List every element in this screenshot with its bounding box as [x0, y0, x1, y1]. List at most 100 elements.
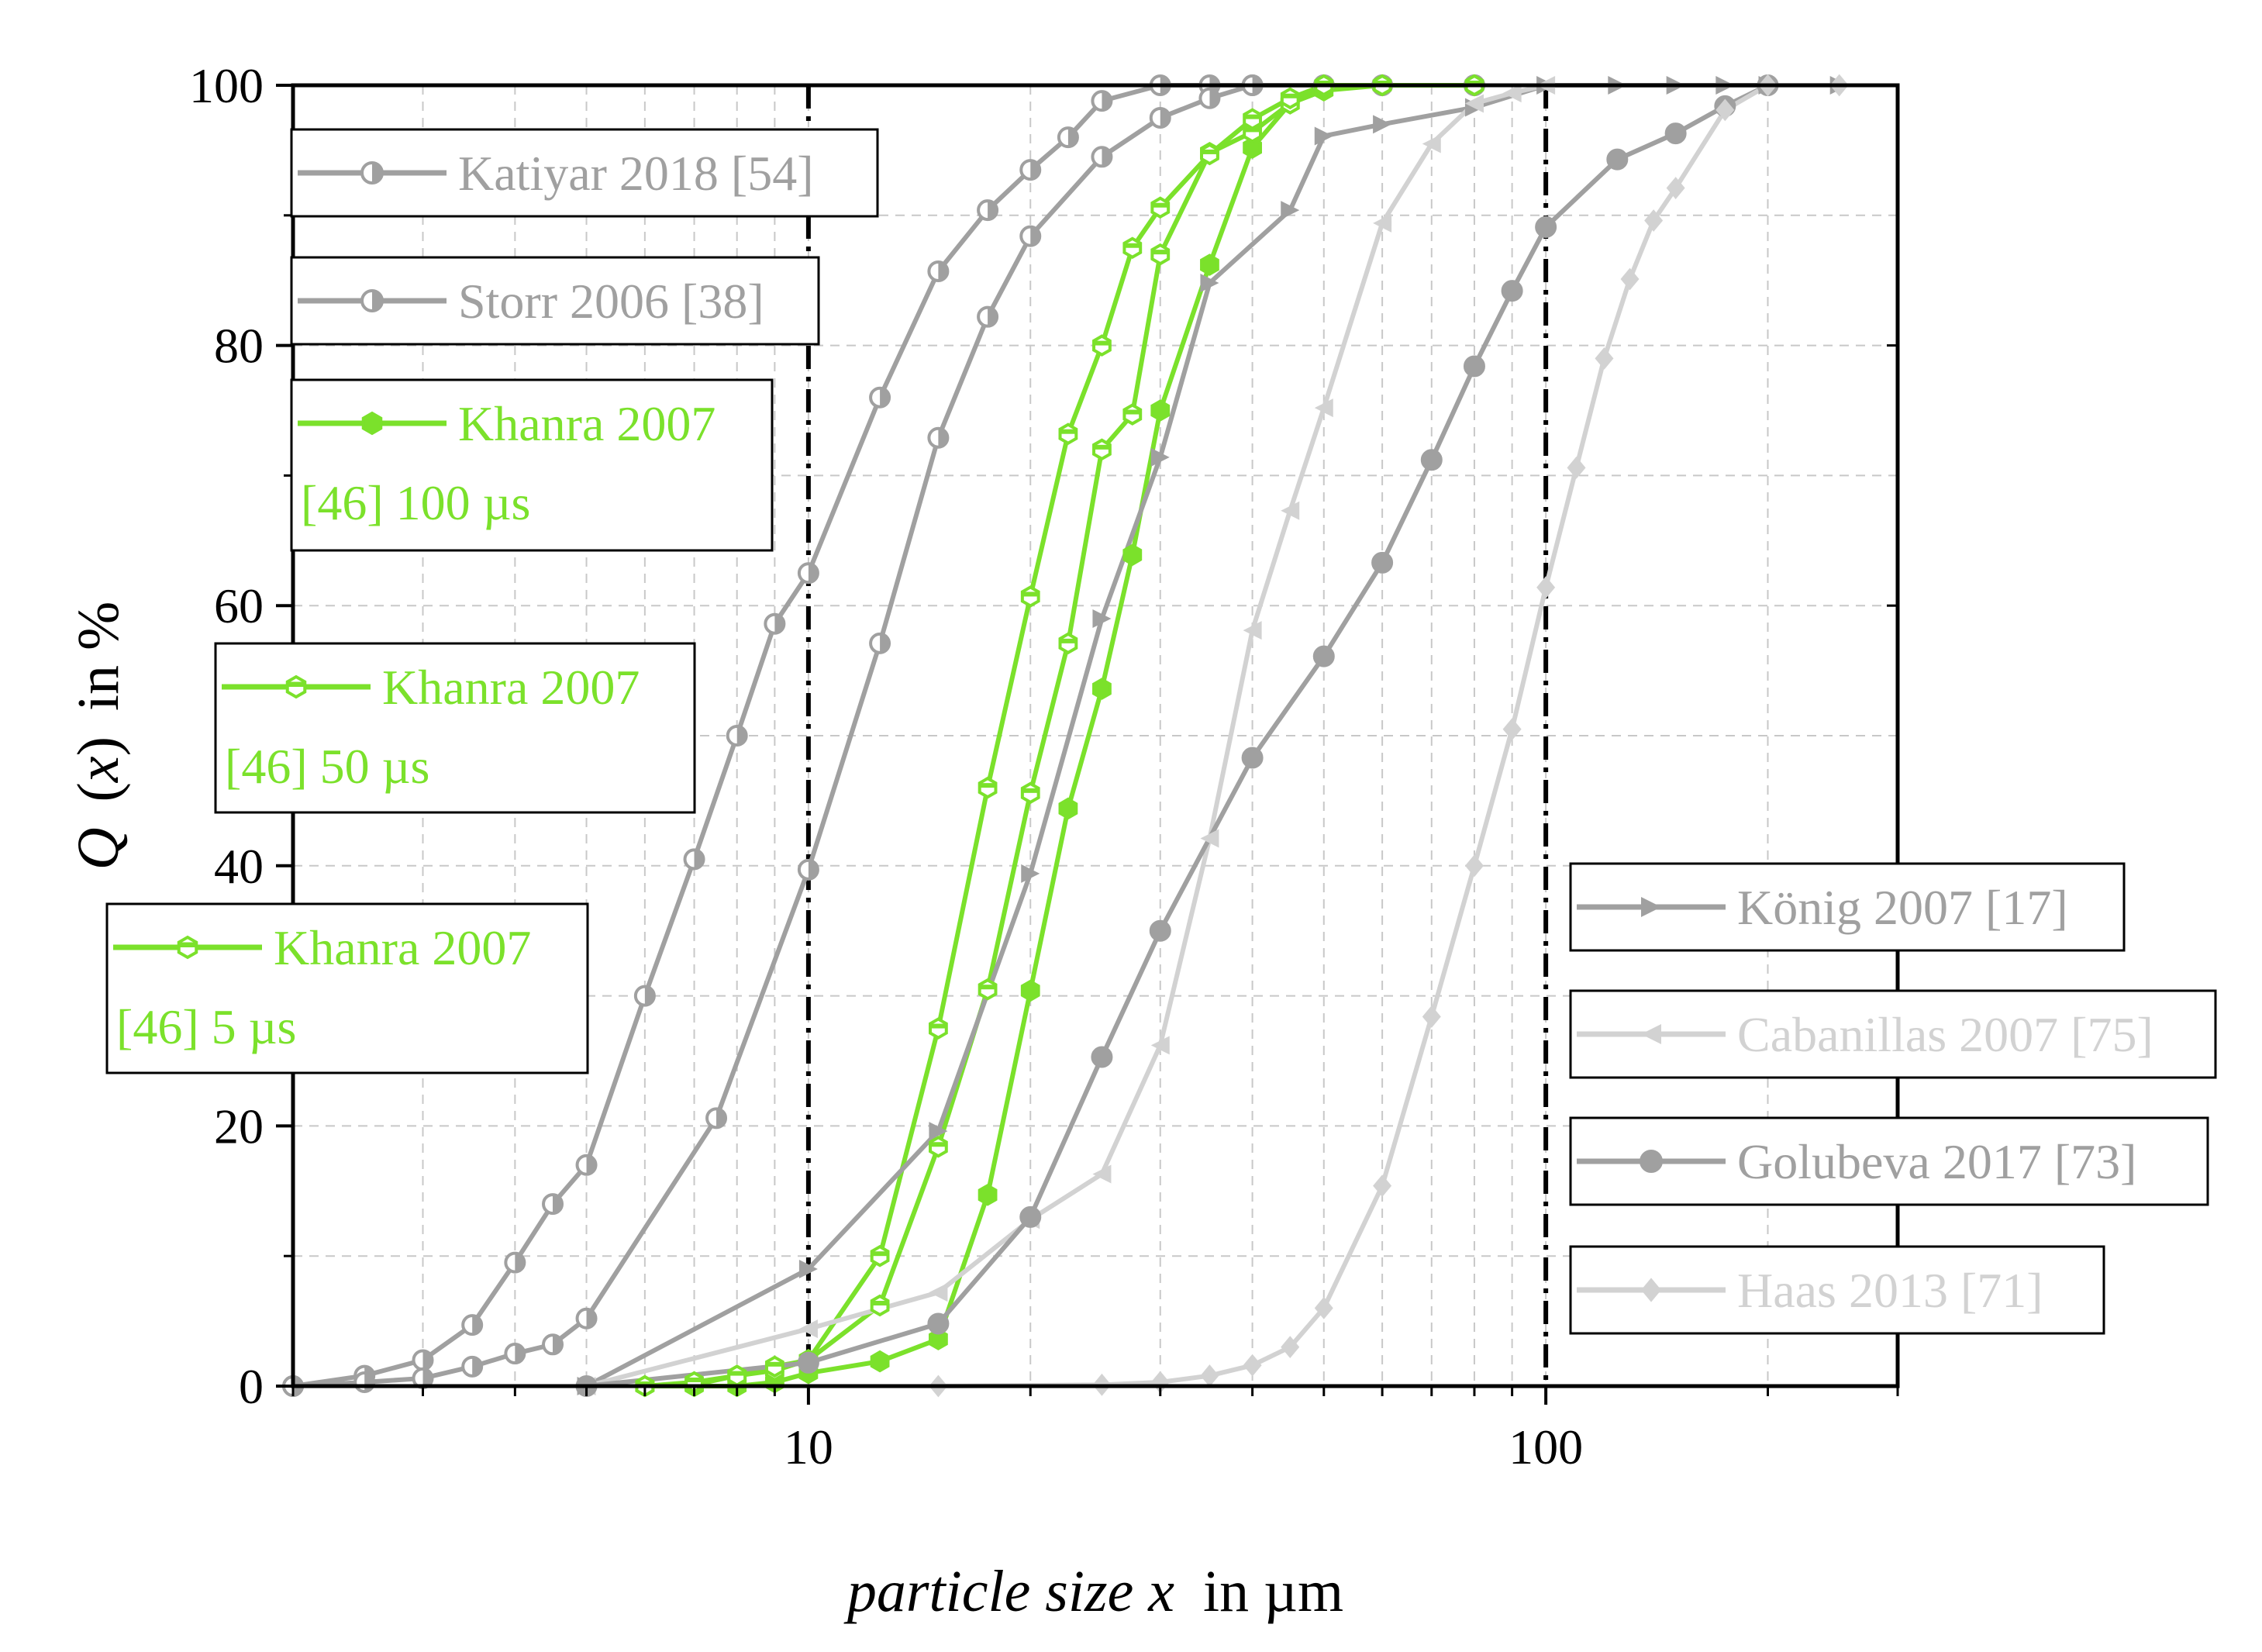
- data-marker: [1020, 979, 1040, 1002]
- data-marker: [575, 1307, 598, 1330]
- marker-hexagon: [929, 1328, 948, 1350]
- data-marker: [927, 1312, 950, 1335]
- marker-half-fill: [1152, 202, 1169, 208]
- data-marker: [798, 1319, 818, 1339]
- marker-half-fill: [422, 1368, 433, 1388]
- marker-half-fill: [1152, 250, 1169, 255]
- data-marker: [1019, 159, 1042, 181]
- marker-hexagon: [1200, 253, 1219, 276]
- marker-circle: [1241, 747, 1264, 769]
- marker-hexagon: [1092, 678, 1112, 700]
- data-marker: [1314, 398, 1333, 418]
- marker-half-fill: [636, 1381, 653, 1386]
- marker-half-fill: [1030, 226, 1040, 246]
- legend-entry: Katiyar 2018 [54]: [290, 128, 879, 218]
- legend-entry: Golubeva 2017 [73]: [1569, 1116, 2209, 1206]
- marker-diamond: [1314, 1296, 1333, 1319]
- data-marker: [869, 632, 891, 654]
- marker-hexagon: [870, 1350, 890, 1373]
- marker-half-fill: [1067, 128, 1078, 147]
- legend: Katiyar 2018 [54] Storr 2006 [38] Khanra 2…: [105, 128, 2217, 1335]
- data-marker: [1122, 403, 1143, 426]
- data-marker: [1640, 1150, 1663, 1173]
- marker-half-fill: [178, 942, 197, 947]
- data-marker: [360, 289, 384, 312]
- marker-half-fill: [938, 261, 948, 281]
- marker-circle: [1501, 280, 1523, 302]
- x-tick-label: 10: [784, 1419, 833, 1474]
- data-marker: [1019, 225, 1042, 247]
- data-marker: [1243, 136, 1262, 159]
- data-marker: [929, 1328, 948, 1350]
- data-marker: [1092, 1164, 1112, 1184]
- legend-box: [214, 642, 696, 814]
- marker-circle: [1606, 148, 1629, 171]
- data-marker: [1281, 201, 1300, 220]
- legend-entry: Storr 2006 [38]: [290, 256, 820, 346]
- x-axis-title: particle size x in µm: [843, 1559, 1343, 1624]
- marker-hexagon: [1150, 399, 1171, 422]
- y-axis-title-variable: Q: [66, 827, 131, 870]
- legend-entry: König 2007 [17]: [1569, 862, 2126, 952]
- marker-half-fill: [774, 614, 784, 633]
- legend-box: [1569, 862, 2126, 952]
- marker-half-fill: [422, 1350, 433, 1370]
- data-marker: [1092, 609, 1112, 628]
- marker-triangle: [1092, 1164, 1112, 1184]
- legend-label: Storr 2006 [38]: [458, 274, 764, 329]
- marker-half-fill: [880, 633, 890, 653]
- marker-half-fill: [716, 1109, 726, 1128]
- data-marker: [1641, 1024, 1661, 1044]
- marker-half-fill: [808, 860, 818, 879]
- legend-label: Khanra 2007: [274, 920, 531, 975]
- marker-half-fill: [1094, 444, 1110, 450]
- data-marker: [869, 386, 891, 409]
- data-marker: [705, 1107, 728, 1129]
- data-marker: [412, 1349, 434, 1371]
- marker-half-fill: [515, 1344, 525, 1364]
- marker-circle: [1664, 122, 1687, 145]
- data-marker: [1020, 781, 1040, 805]
- legend-label: Golubeva 2017 [73]: [1737, 1134, 2136, 1189]
- data-marker: [1501, 280, 1523, 302]
- data-marker: [1641, 1278, 1661, 1302]
- marker-half-fill: [979, 783, 996, 788]
- marker-triangle: [1021, 864, 1040, 883]
- data-marker: [1606, 148, 1629, 171]
- data-marker: [461, 1314, 484, 1336]
- legend-entry: Khanra 2007 [46] 50 µs: [214, 642, 696, 814]
- y-axis-title: Q (x) in %: [66, 602, 131, 871]
- data-marker: [1312, 645, 1335, 667]
- marker-diamond: [1422, 1005, 1441, 1028]
- legend-entry: Haas 2013 [71]: [1569, 1245, 2105, 1335]
- data-marker: [1664, 122, 1687, 145]
- marker-triangle: [1150, 447, 1170, 467]
- marker-triangle: [1502, 84, 1522, 103]
- legend-label: König 2007 [17]: [1737, 880, 2068, 935]
- data-marker: [542, 1193, 564, 1216]
- data-marker: [1314, 126, 1333, 146]
- legend-box: [105, 902, 589, 1074]
- data-marker: [1200, 829, 1219, 848]
- data-marker: [1150, 243, 1171, 266]
- marker-hexagon: [1020, 781, 1040, 805]
- marker-triangle: [798, 1259, 818, 1278]
- marker-half-fill: [472, 1357, 482, 1376]
- marker-circle: [1535, 216, 1557, 238]
- data-markers: [282, 74, 1849, 1398]
- marker-diamond: [1373, 1174, 1392, 1197]
- data-marker: [978, 978, 998, 1001]
- marker-triangle: [1200, 829, 1219, 848]
- marker-half-fill: [586, 1155, 596, 1174]
- data-marker: [797, 858, 819, 881]
- data-marker: [764, 1355, 784, 1378]
- data-marker: [1422, 1005, 1441, 1028]
- axes: 0 20 40 60 80 100 10 100: [189, 58, 1899, 1474]
- data-marker: [1463, 355, 1485, 378]
- y-tick-label: 40: [214, 839, 264, 894]
- marker-half-fill: [1374, 81, 1391, 85]
- marker-hexagon: [1058, 797, 1078, 820]
- data-marker: [1373, 213, 1392, 233]
- data-marker: [1666, 177, 1685, 199]
- marker-triangle: [1092, 609, 1112, 628]
